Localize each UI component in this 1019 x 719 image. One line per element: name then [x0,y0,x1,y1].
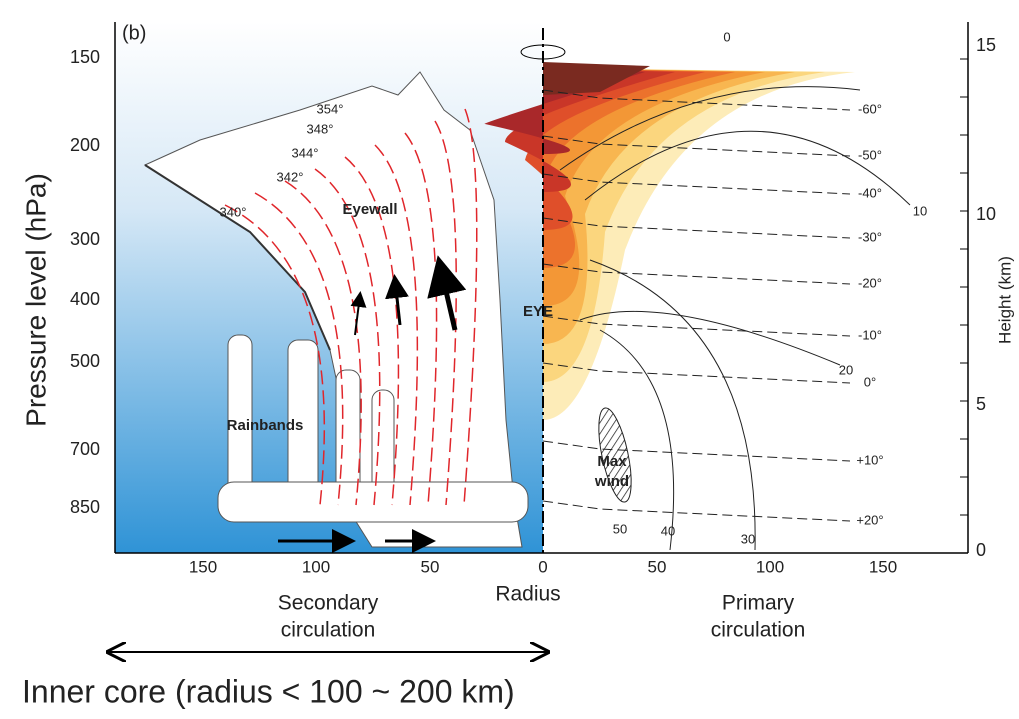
secondary-label: circulation [281,619,376,642]
temperature-label: -40° [858,185,882,200]
right-tick-label: 0 [976,540,986,560]
wind-contour [580,311,840,365]
left-axis-title: Pressure level (hPa) [20,173,51,427]
temperature-label: -10° [858,327,882,342]
left-tick-label: 200 [70,135,100,155]
theta-label: 344° [292,145,319,160]
primary-label: circulation [711,619,806,642]
wind-label: 50 [613,521,627,536]
footer: Inner core (radius < 100 ~ 200 km) [22,673,515,709]
wind-label: 40 [661,523,675,538]
eyewall-label: Eyewall [342,201,397,218]
bottom-tick-label: 150 [869,557,897,576]
max-wind-label: wind [594,473,629,490]
left-tick-label: 850 [70,497,100,517]
bottom-axis-title: Radius [495,583,560,606]
max-wind-label: Max [597,453,627,470]
wind-contour [590,260,755,550]
temperature-label: 0° [864,374,876,389]
temperature-line [543,501,850,521]
temperature-label: -50° [858,147,882,162]
left-tick-label: 700 [70,439,100,459]
temperature-label: -30° [858,229,882,244]
left-tick-label: 500 [70,351,100,371]
theta-label: 354° [317,101,344,116]
left-tick-label: 150 [70,47,100,67]
theta-label: 348° [307,121,334,136]
right-tick-label: 5 [976,394,986,414]
primary-label: Primary [722,592,795,615]
temperature-label: +20° [856,512,883,527]
eye-label: EYE [523,303,553,320]
diagram: (b)150200300400500700850Pressure level (… [0,0,1019,719]
rainbands-label: Rainbands [227,417,304,434]
left-tick-label: 400 [70,289,100,309]
left-tick-label: 300 [70,229,100,249]
wind-label: 20 [839,362,853,377]
temperature-label: +10° [856,452,883,467]
bottom-tick-label: 100 [302,557,330,576]
temperature-label: -20° [858,275,882,290]
temperature-label: -60° [858,101,882,116]
bottom-tick-label: 0 [538,557,547,576]
temperature-line [543,441,850,461]
bottom-tick-label: 100 [756,557,784,576]
bottom-tick-label: 150 [189,557,217,576]
wind-label: 10 [913,203,927,218]
right-axis-title: Height (km) [995,256,1014,344]
theta-label: 342° [277,169,304,184]
rainband-base [218,482,528,522]
bottom-tick-label: 50 [648,557,667,576]
wind-label: 0 [723,29,730,44]
bottom-tick-label: 50 [421,557,440,576]
right-tick-label: 10 [976,204,996,224]
right-tick-label: 15 [976,35,996,55]
wind-label: 30 [741,531,755,546]
panel-label: (b) [122,22,146,44]
secondary-label: Secondary [278,592,379,615]
theta-label: 340° [220,204,247,219]
